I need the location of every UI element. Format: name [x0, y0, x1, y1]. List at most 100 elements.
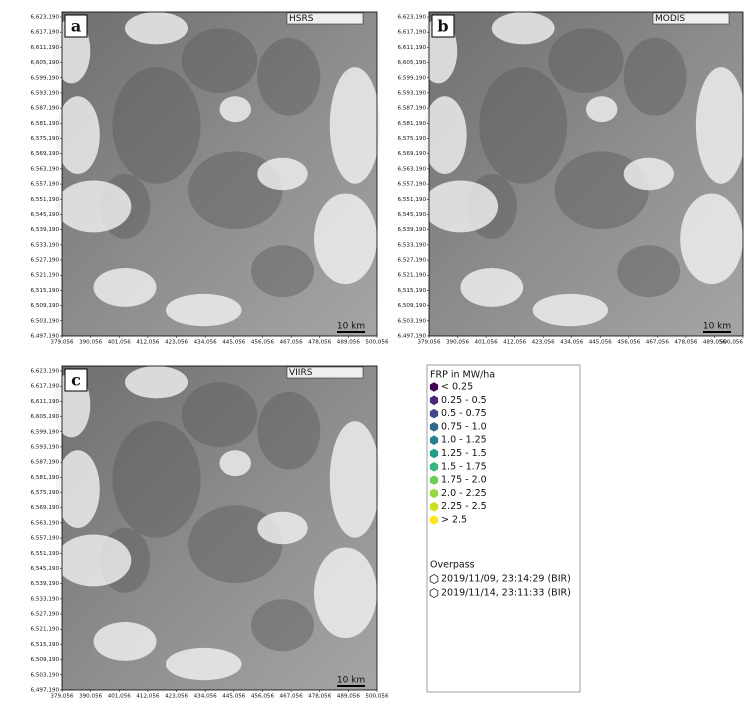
y-tick-label: 6,593,190: [398, 90, 427, 96]
x-tick-label: 434,056: [194, 340, 218, 346]
legend-label: 1.0 - 1.25: [441, 435, 487, 446]
terrain-ridge: [257, 38, 320, 116]
y-tick-label: 6,593,190: [31, 444, 60, 450]
x-tick-label: 379,056: [50, 694, 74, 700]
y-tick-label: 6,521,190: [31, 273, 60, 279]
y-tick-label: 6,587,190: [31, 106, 60, 112]
y-tick-label: 6,533,190: [31, 596, 60, 602]
terrain-ridge: [112, 67, 200, 184]
legend-swatch: [430, 516, 437, 524]
y-tick-label: 6,575,190: [398, 136, 427, 142]
legend-swatch: [430, 383, 437, 391]
legend-label: 0.25 - 0.5: [441, 395, 487, 406]
x-tick-label: 467,056: [646, 340, 670, 346]
y-tick-label: 6,539,190: [398, 227, 427, 233]
y-tick-label: 6,599,190: [31, 75, 60, 81]
y-tick-label: 6,581,190: [31, 475, 60, 481]
x-tick-label: 434,056: [560, 340, 584, 346]
y-tick-label: 6,611,190: [398, 45, 427, 51]
terrain-lowland: [533, 294, 608, 326]
y-tick-label: 6,581,190: [31, 121, 60, 127]
legend-swatch: [430, 409, 437, 417]
x-tick-label: 445,056: [222, 694, 246, 700]
x-tick-label: 390,056: [79, 340, 103, 346]
overpass-swatch: [430, 589, 438, 598]
legend-label: 0.5 - 0.75: [441, 408, 487, 419]
terrain-lowland: [125, 366, 188, 398]
terrain-lowland: [257, 512, 307, 544]
terrain-lowland: [94, 622, 157, 661]
y-tick-label: 6,533,190: [31, 242, 60, 248]
y-tick-label: 6,533,190: [398, 242, 427, 248]
terrain-lowland: [314, 547, 377, 638]
terrain-lowland: [330, 67, 380, 184]
legend-label: 1.75 - 2.0: [441, 475, 487, 486]
x-tick-label: 500,056: [365, 340, 389, 346]
x-tick-label: 478,056: [308, 340, 332, 346]
y-tick-label: 6,623,190: [398, 15, 427, 21]
x-tick-label: 467,056: [280, 340, 304, 346]
terrain-ridge: [251, 599, 314, 651]
y-tick-label: 6,509,190: [31, 657, 60, 663]
x-tick-label: 456,056: [251, 340, 275, 346]
y-tick-label: 6,539,190: [31, 581, 60, 587]
panel-title: HSRS: [289, 14, 314, 24]
legend-label: < 0.25: [441, 382, 473, 393]
page: {"panels": [ {"label": "a", "title": "HS…: [0, 0, 744, 705]
x-tick-label: 489,056: [337, 340, 361, 346]
y-tick-label: 6,587,190: [31, 460, 60, 466]
y-tick-label: 6,557,190: [398, 182, 427, 188]
x-tick-label: 412,056: [136, 694, 160, 700]
panel-title: VIIRS: [289, 368, 313, 378]
y-tick-label: 6,545,190: [31, 212, 60, 218]
terrain-lowland: [125, 12, 188, 44]
y-tick-label: 6,545,190: [398, 212, 427, 218]
terrain-lowland: [330, 421, 380, 538]
overpass-title: Overpass: [430, 560, 475, 571]
x-tick-label: 401,056: [108, 694, 132, 700]
x-tick-label: 390,056: [79, 694, 103, 700]
y-tick-label: 6,623,190: [31, 369, 60, 375]
legend-swatch: [430, 503, 437, 511]
legend-swatch: [430, 489, 437, 497]
y-tick-label: 6,563,190: [398, 166, 427, 172]
y-tick-label: 6,617,190: [398, 30, 427, 36]
y-tick-label: 6,551,190: [31, 551, 60, 557]
x-tick-label: 412,056: [136, 340, 160, 346]
y-tick-label: 6,503,190: [398, 318, 427, 324]
legend-swatch: [430, 423, 437, 431]
y-tick-label: 6,623,190: [31, 15, 60, 21]
scale-bar-label: 10 km: [337, 676, 365, 686]
x-tick-label: 423,056: [165, 340, 189, 346]
terrain-lowland: [624, 158, 674, 190]
y-tick-label: 6,545,190: [31, 566, 60, 572]
x-tick-label: 456,056: [617, 340, 641, 346]
y-tick-label: 6,539,190: [31, 227, 60, 233]
x-tick-label: 445,056: [222, 340, 246, 346]
y-tick-label: 6,605,190: [31, 60, 60, 66]
x-tick-label: 412,056: [503, 340, 527, 346]
y-tick-label: 6,551,190: [31, 197, 60, 203]
terrain-lowland: [586, 96, 617, 122]
y-tick-label: 6,587,190: [398, 106, 427, 112]
legend-swatch: [430, 463, 437, 471]
y-tick-label: 6,617,190: [31, 384, 60, 390]
x-tick-label: 390,056: [446, 340, 470, 346]
scale-bar-label: 10 km: [703, 322, 731, 332]
x-tick-label: 500,056: [720, 340, 744, 346]
terrain-ridge: [182, 28, 258, 93]
legend-label: 2.0 - 2.25: [441, 488, 487, 499]
legend-label: > 2.5: [441, 515, 467, 526]
terrain-lowland: [696, 67, 744, 184]
terrain-lowland: [460, 268, 523, 307]
y-tick-label: 6,503,190: [31, 318, 60, 324]
y-tick-label: 6,503,190: [31, 672, 60, 678]
terrain-lowland: [166, 648, 242, 680]
overpass-label: 2019/11/09, 23:14:29 (BIR): [441, 574, 571, 585]
panel-title: MODIS: [655, 14, 685, 24]
terrain-lowland: [680, 193, 743, 284]
legend-label: 2.25 - 2.5: [441, 501, 487, 512]
y-tick-label: 6,563,190: [31, 520, 60, 526]
y-tick-label: 6,521,190: [31, 627, 60, 633]
